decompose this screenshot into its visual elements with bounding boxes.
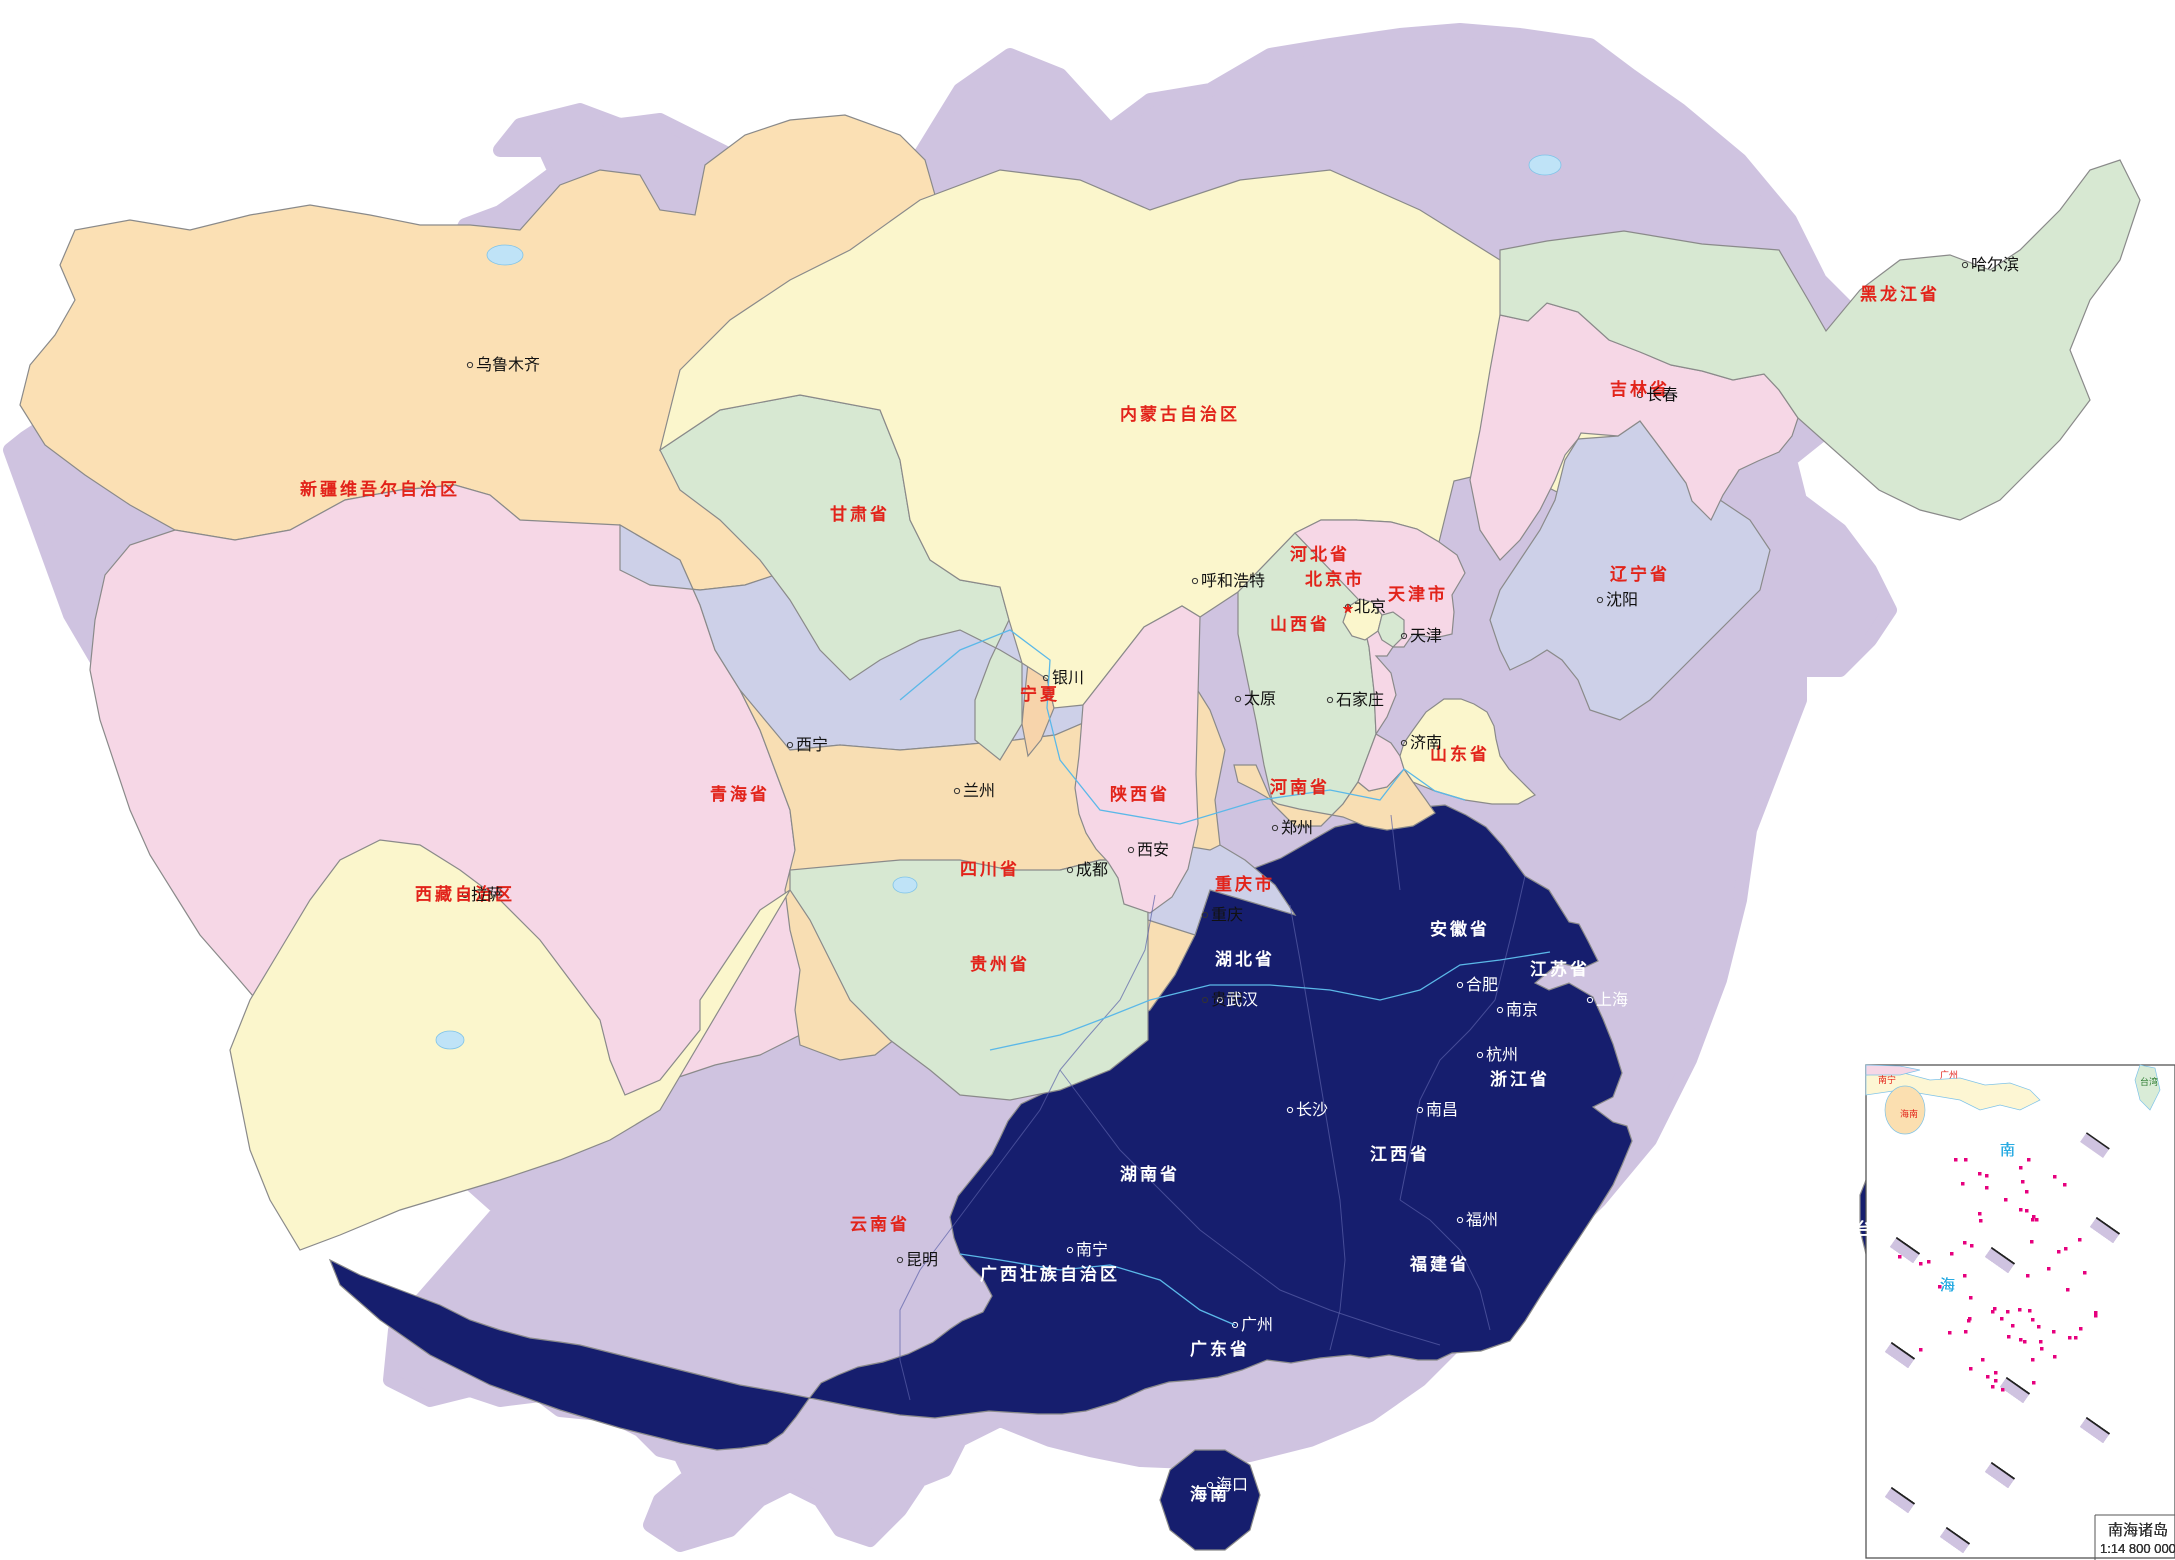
svg-text:南京: 南京 (1506, 1001, 1538, 1019)
svg-text:乌鲁木齐: 乌鲁木齐 (476, 356, 540, 374)
svg-text:银川: 银川 (1052, 669, 1084, 687)
svg-text:南: 南 (2000, 1142, 2015, 1159)
svg-text:广州: 广州 (1241, 1316, 1273, 1334)
svg-text:成都: 成都 (1076, 861, 1108, 879)
svg-text:辽宁省: 辽宁省 (1610, 564, 1670, 584)
svg-text:杭州: 杭州 (1486, 1046, 1518, 1064)
svg-text:1:14 800 000: 1:14 800 000 (2100, 1541, 2175, 1556)
svg-text:沈阳: 沈阳 (1606, 591, 1638, 609)
svg-text:上海: 上海 (1596, 991, 1628, 1009)
svg-text:台北: 台北 (1891, 1171, 1923, 1189)
svg-text:南宁: 南宁 (1076, 1241, 1108, 1259)
svg-text:湖南省: 湖南省 (1120, 1164, 1180, 1184)
svg-text:合肥: 合肥 (1466, 976, 1498, 994)
svg-text:河北省: 河北省 (1290, 544, 1350, 564)
svg-text:青海省: 青海省 (710, 784, 770, 804)
svg-text:贵州省: 贵州省 (970, 954, 1030, 974)
svg-text:兰州: 兰州 (963, 782, 995, 800)
svg-text:浙江省: 浙江省 (1490, 1069, 1550, 1089)
svg-text:哈尔滨: 哈尔滨 (1971, 256, 2019, 274)
svg-text:呼和浩特: 呼和浩特 (1201, 572, 1265, 590)
svg-text:广州: 广州 (1940, 1069, 1958, 1080)
svg-text:武汉: 武汉 (1226, 991, 1258, 1009)
svg-text:重庆: 重庆 (1211, 906, 1243, 924)
svg-text:安徽省: 安徽省 (1430, 919, 1490, 939)
svg-text:昆明: 昆明 (906, 1252, 938, 1269)
svg-text:云南省: 云南省 (850, 1214, 910, 1234)
svg-text:济南: 济南 (1410, 734, 1442, 752)
svg-text:内蒙古自治区: 内蒙古自治区 (1120, 404, 1240, 424)
svg-text:★: ★ (1342, 601, 1354, 616)
svg-text:太原: 太原 (1244, 690, 1276, 708)
svg-text:四川省: 四川省 (960, 859, 1020, 879)
svg-text:北京: 北京 (1354, 598, 1386, 616)
svg-text:甘肃省: 甘肃省 (830, 504, 890, 524)
svg-text:陕西省: 陕西省 (1110, 784, 1170, 804)
svg-text:福州: 福州 (1466, 1211, 1498, 1229)
svg-text:北京市: 北京市 (1305, 569, 1365, 589)
svg-text:江苏省: 江苏省 (1530, 959, 1590, 979)
svg-text:湖北省: 湖北省 (1215, 949, 1275, 969)
svg-text:台湾: 台湾 (2140, 1076, 2158, 1087)
svg-text:郑州: 郑州 (1281, 819, 1313, 837)
svg-text:长沙: 长沙 (1296, 1101, 1328, 1119)
svg-text:石家庄: 石家庄 (1336, 691, 1384, 709)
svg-text:海: 海 (1940, 1277, 1955, 1294)
svg-text:天津: 天津 (1410, 627, 1442, 645)
svg-text:河南省: 河南省 (1270, 777, 1330, 797)
svg-text:南宁: 南宁 (1878, 1074, 1896, 1085)
svg-text:福建省: 福建省 (1409, 1254, 1470, 1274)
svg-text:天津市: 天津市 (1388, 584, 1448, 604)
svg-text:海南: 海南 (1900, 1108, 1918, 1119)
svg-text:黑龙江省: 黑龙江省 (1860, 284, 1940, 304)
svg-text:宁夏: 宁夏 (1020, 684, 1060, 704)
svg-text:长春: 长春 (1646, 386, 1678, 404)
svg-text:山西省: 山西省 (1270, 614, 1330, 634)
svg-text:海口: 海口 (1216, 1476, 1248, 1494)
svg-text:台湾省: 台湾省 (1855, 1219, 1915, 1239)
svg-text:西安: 西安 (1137, 841, 1169, 859)
svg-text:重庆市: 重庆市 (1215, 874, 1275, 894)
svg-text:广东省: 广东省 (1190, 1339, 1250, 1359)
svg-text:新疆维吾尔自治区: 新疆维吾尔自治区 (300, 479, 460, 499)
svg-text:广西壮族自治区: 广西壮族自治区 (980, 1264, 1120, 1284)
svg-text:西宁: 西宁 (796, 736, 828, 754)
svg-text:南昌: 南昌 (1426, 1101, 1458, 1119)
svg-text:南海诸岛: 南海诸岛 (2108, 1522, 2168, 1539)
svg-text:江西省: 江西省 (1370, 1144, 1430, 1164)
svg-text:拉萨: 拉萨 (471, 886, 503, 904)
